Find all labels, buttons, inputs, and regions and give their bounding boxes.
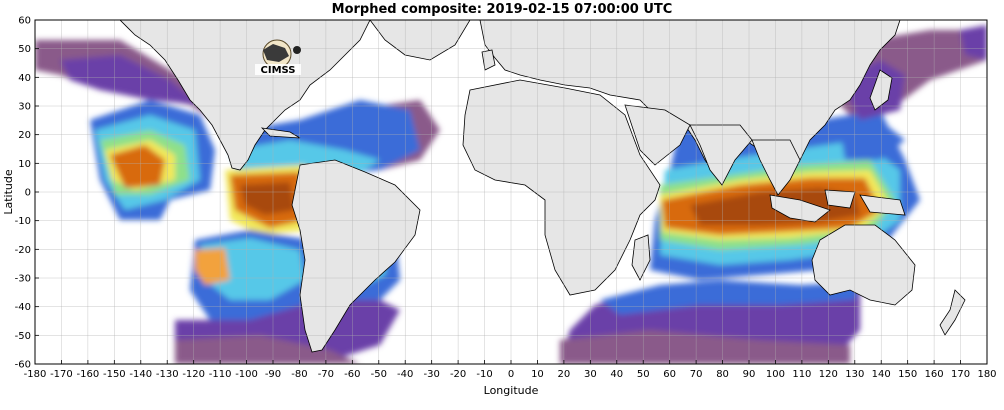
x-tick-label: 180 [977, 369, 996, 380]
north-america-landmass [119, 20, 371, 171]
x-tick-label: -180 [24, 369, 47, 380]
indonesia-islands [769, 189, 906, 223]
y-tick-label: -40 [15, 302, 31, 313]
africa-landmass [462, 79, 661, 296]
x-tick-label: 100 [766, 369, 785, 380]
y-tick-label: 60 [18, 16, 31, 27]
cimss-logo: CIMSS [255, 39, 301, 76]
caribbean-islands [260, 127, 301, 139]
greenland-landmass [369, 20, 471, 61]
y-tick-label: -30 [15, 274, 31, 285]
x-tick-label: 80 [716, 369, 729, 380]
x-tick-label: 50 [637, 369, 650, 380]
x-tick-label: -150 [103, 369, 126, 380]
x-tick-label: 140 [872, 369, 891, 380]
x-tick-label: -170 [50, 369, 73, 380]
x-tick-label: -80 [291, 369, 307, 380]
australia-landmass [811, 224, 916, 306]
x-tick-label: 10 [531, 369, 544, 380]
x-axis-label: Longitude [484, 384, 539, 397]
y-tick-label: 40 [18, 73, 31, 84]
x-axis-ticks: -180 -170 -160 -150 -140 -130 -120 -110 -100 -90-… [24, 360, 997, 380]
y-tick-label: 10 [18, 159, 31, 170]
y-axis-label: Latitude [2, 169, 15, 215]
south-america-landmass [291, 159, 421, 353]
y-tick-label: 20 [18, 130, 31, 141]
madagascar-island [631, 234, 651, 281]
x-tick-label: -120 [182, 369, 205, 380]
y-tick-label: -10 [15, 216, 31, 227]
x-tick-label: 150 [898, 369, 917, 380]
x-tick-label: -50 [371, 369, 387, 380]
x-tick-label: 0 [508, 369, 514, 380]
y-tick-label: 30 [18, 102, 31, 113]
x-tick-label: -140 [129, 369, 152, 380]
y-tick-label: -50 [15, 331, 31, 342]
y-tick-label: 50 [18, 44, 31, 55]
x-tick-label: 20 [558, 369, 571, 380]
x-tick-label: -60 [344, 369, 360, 380]
x-tick-label: 40 [610, 369, 623, 380]
y-tick-label: -60 [15, 360, 31, 371]
x-tick-label: -100 [235, 369, 258, 380]
indian-subcontinent-landmass [689, 124, 753, 186]
x-tick-label: 160 [925, 369, 944, 380]
british-isles [481, 49, 496, 71]
y-tick-label: -20 [15, 245, 31, 256]
x-tick-label: 130 [845, 369, 864, 380]
x-tick-label: -70 [318, 369, 334, 380]
logo-text: CIMSS [261, 65, 296, 76]
x-tick-label: -130 [156, 369, 179, 380]
land-masses [119, 20, 966, 353]
x-tick-label: -40 [397, 369, 413, 380]
y-axis-ticks: -60 -50 -40 -30 -20 -10 0 10 20 30 40 50 60 [15, 16, 39, 371]
x-tick-label: 60 [663, 369, 676, 380]
x-tick-label: 170 [951, 369, 970, 380]
x-tick-label: 30 [584, 369, 597, 380]
x-tick-label: -20 [450, 369, 466, 380]
x-tick-label: 90 [743, 369, 756, 380]
x-tick-label: -160 [77, 369, 100, 380]
x-tick-label: 120 [819, 369, 838, 380]
grid-lines [35, 20, 987, 364]
map-title: Morphed composite: 2019-02-15 07:00:00 U… [331, 2, 673, 17]
x-tick-label: 70 [690, 369, 703, 380]
x-tick-label: -90 [265, 369, 281, 380]
x-tick-label: 110 [792, 369, 811, 380]
y-tick-label: 0 [25, 188, 31, 199]
x-tick-label: -110 [209, 369, 232, 380]
new-zealand-islands [939, 289, 966, 336]
x-tick-label: -30 [423, 369, 439, 380]
x-tick-label: -10 [476, 369, 492, 380]
arabian-peninsula-landmass [624, 104, 691, 166]
